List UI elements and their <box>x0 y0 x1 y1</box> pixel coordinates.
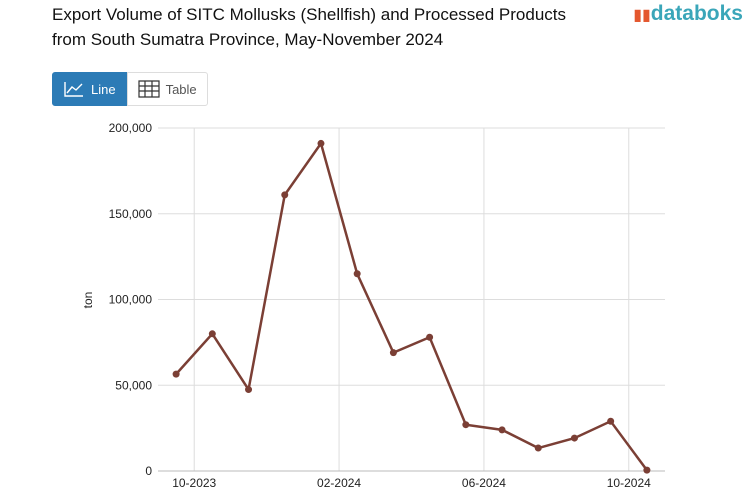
data-point <box>317 139 325 147</box>
y-axis-label: ton <box>81 292 95 309</box>
brand-text: databoks <box>650 2 743 25</box>
tab-table[interactable]: Table <box>126 72 208 106</box>
data-point <box>172 370 180 378</box>
logo-icon: ▮▮ <box>633 7 651 24</box>
y-tick-label: 0 <box>145 464 152 478</box>
y-tick-label: 150,000 <box>109 207 153 221</box>
data-point <box>281 191 289 199</box>
chart-title: Export Volume of SITC Mollusks (Shellfis… <box>52 5 566 49</box>
x-tick-label: 10-2024 <box>607 476 651 490</box>
line-icon <box>64 82 83 97</box>
x-tick-label: 02-2024 <box>317 476 361 490</box>
y-tick-label: 200,000 <box>109 121 153 135</box>
y-tick-label: 100,000 <box>109 293 153 307</box>
tab-label: Table <box>165 81 197 97</box>
data-point <box>534 444 542 452</box>
data-point <box>498 426 506 434</box>
tab-line[interactable]: Line <box>52 72 127 106</box>
x-tick-label: 10-2023 <box>172 476 216 490</box>
data-point <box>426 333 434 341</box>
data-point <box>570 434 578 442</box>
data-point <box>643 466 651 474</box>
table-icon <box>137 80 160 98</box>
data-point <box>245 386 253 394</box>
data-point <box>462 421 470 429</box>
y-tick-label: 50,000 <box>115 378 152 392</box>
data-point <box>208 330 216 338</box>
series-line <box>175 140 648 471</box>
x-tick-label: 06-2024 <box>462 476 506 490</box>
view-tabs: Line Table <box>52 72 208 106</box>
brand-logo[interactable]: ▮▮databoks <box>633 2 743 26</box>
data-point <box>353 270 361 278</box>
tab-label: Line <box>91 81 116 97</box>
data-point <box>389 349 397 357</box>
data-point <box>607 417 615 425</box>
